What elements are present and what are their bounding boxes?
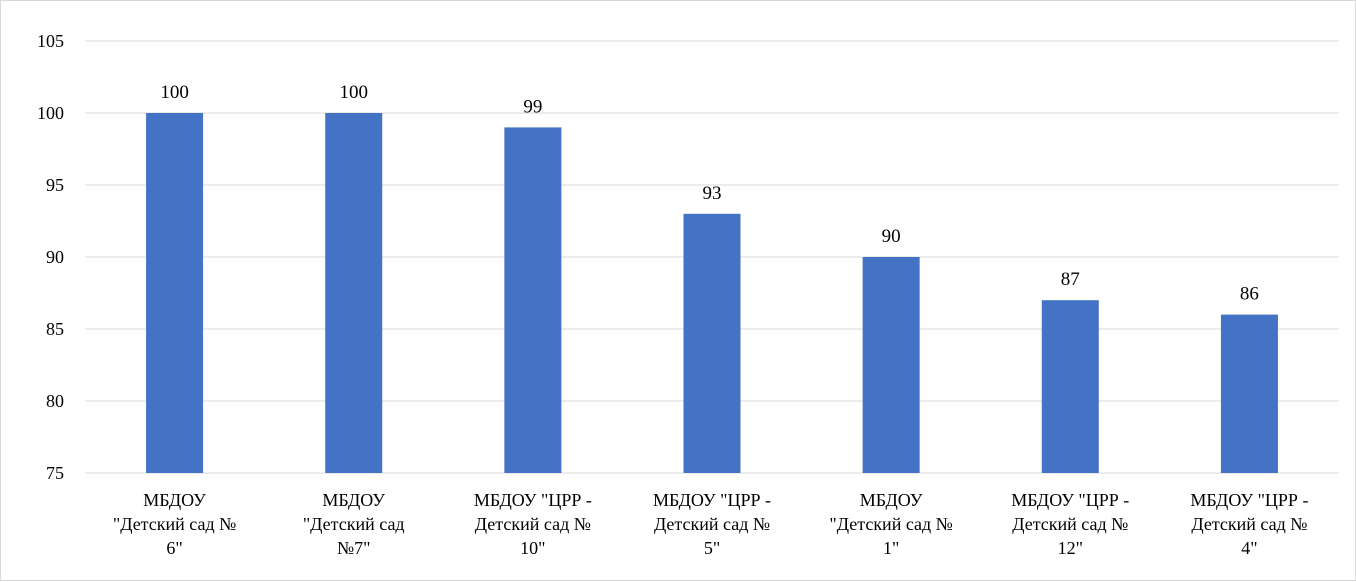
category-label: 10" xyxy=(520,538,545,558)
category-label: МБДОУ "ЦРР - xyxy=(1190,490,1308,510)
category-label: Детский сад № xyxy=(1012,514,1128,534)
y-tick-label: 75 xyxy=(46,463,64,483)
bar xyxy=(1041,300,1099,473)
category-label: МБДОУ "ЦРР - xyxy=(1011,490,1129,510)
category-label: 5" xyxy=(704,538,720,558)
data-label: 100 xyxy=(160,82,189,103)
bar xyxy=(1220,314,1278,473)
y-tick-label: 105 xyxy=(37,31,64,51)
bar xyxy=(683,213,741,474)
y-tick-label: 95 xyxy=(46,175,64,195)
category-label: "Детский сад № xyxy=(829,514,952,534)
data-label: 90 xyxy=(882,226,901,247)
y-tick-label: 100 xyxy=(37,103,64,123)
bar xyxy=(504,127,562,474)
category-label: Детский сад № xyxy=(654,514,770,534)
bar xyxy=(325,113,383,473)
category-label: "Детский сад xyxy=(303,514,405,534)
category-label: 12" xyxy=(1058,538,1083,558)
data-label: 100 xyxy=(339,82,368,103)
data-label: 87 xyxy=(1061,269,1080,290)
data-label: 99 xyxy=(523,96,542,117)
bar xyxy=(146,113,204,473)
category-label: 1" xyxy=(883,538,899,558)
category-label: МБДОУ xyxy=(143,490,206,510)
category-label: МБДОУ "ЦРР - xyxy=(653,490,771,510)
category-label: МБДОУ "ЦРР - xyxy=(474,490,592,510)
category-label: 4" xyxy=(1241,538,1257,558)
y-tick-label: 90 xyxy=(46,247,64,267)
bar xyxy=(862,257,920,473)
data-label: 86 xyxy=(1240,284,1259,305)
data-label: 93 xyxy=(703,183,722,204)
category-label: Детский сад № xyxy=(475,514,591,534)
category-label: 6" xyxy=(166,538,182,558)
y-tick-label: 85 xyxy=(46,319,64,339)
y-tick-label: 80 xyxy=(46,391,64,411)
category-label: МБДОУ xyxy=(860,490,923,510)
category-label: "Детский сад № xyxy=(113,514,236,534)
category-label: МБДОУ xyxy=(322,490,385,510)
category-label: Детский сад № xyxy=(1191,514,1307,534)
category-label: №7" xyxy=(337,538,371,558)
